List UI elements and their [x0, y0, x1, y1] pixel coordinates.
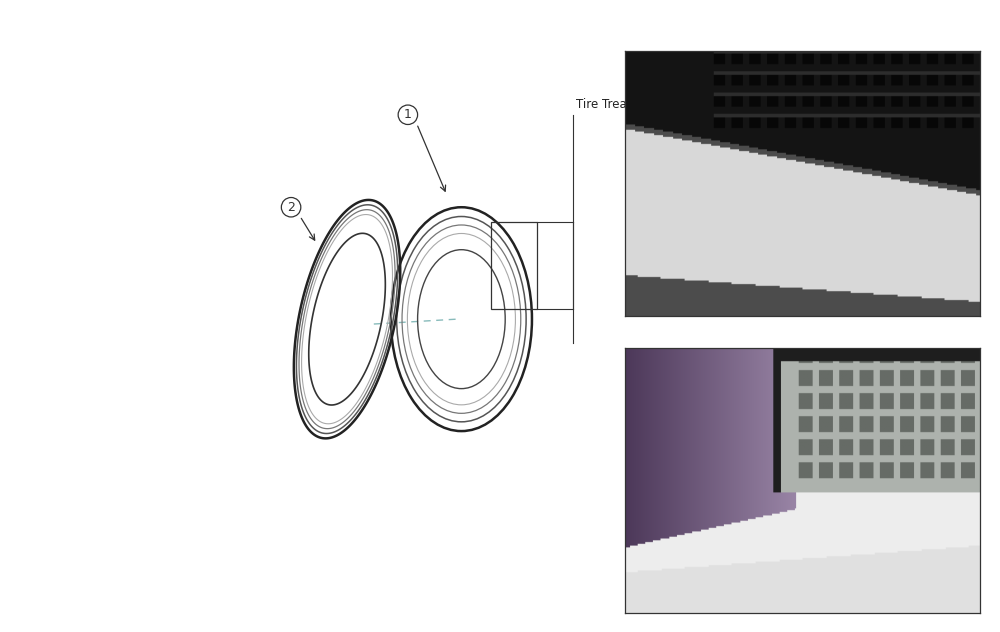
Text: 1: 1 — [404, 108, 412, 121]
Text: 2: 2 — [287, 201, 295, 214]
Text: Tire Treads: Tire Treads — [576, 98, 640, 111]
Bar — [491, 222, 537, 310]
